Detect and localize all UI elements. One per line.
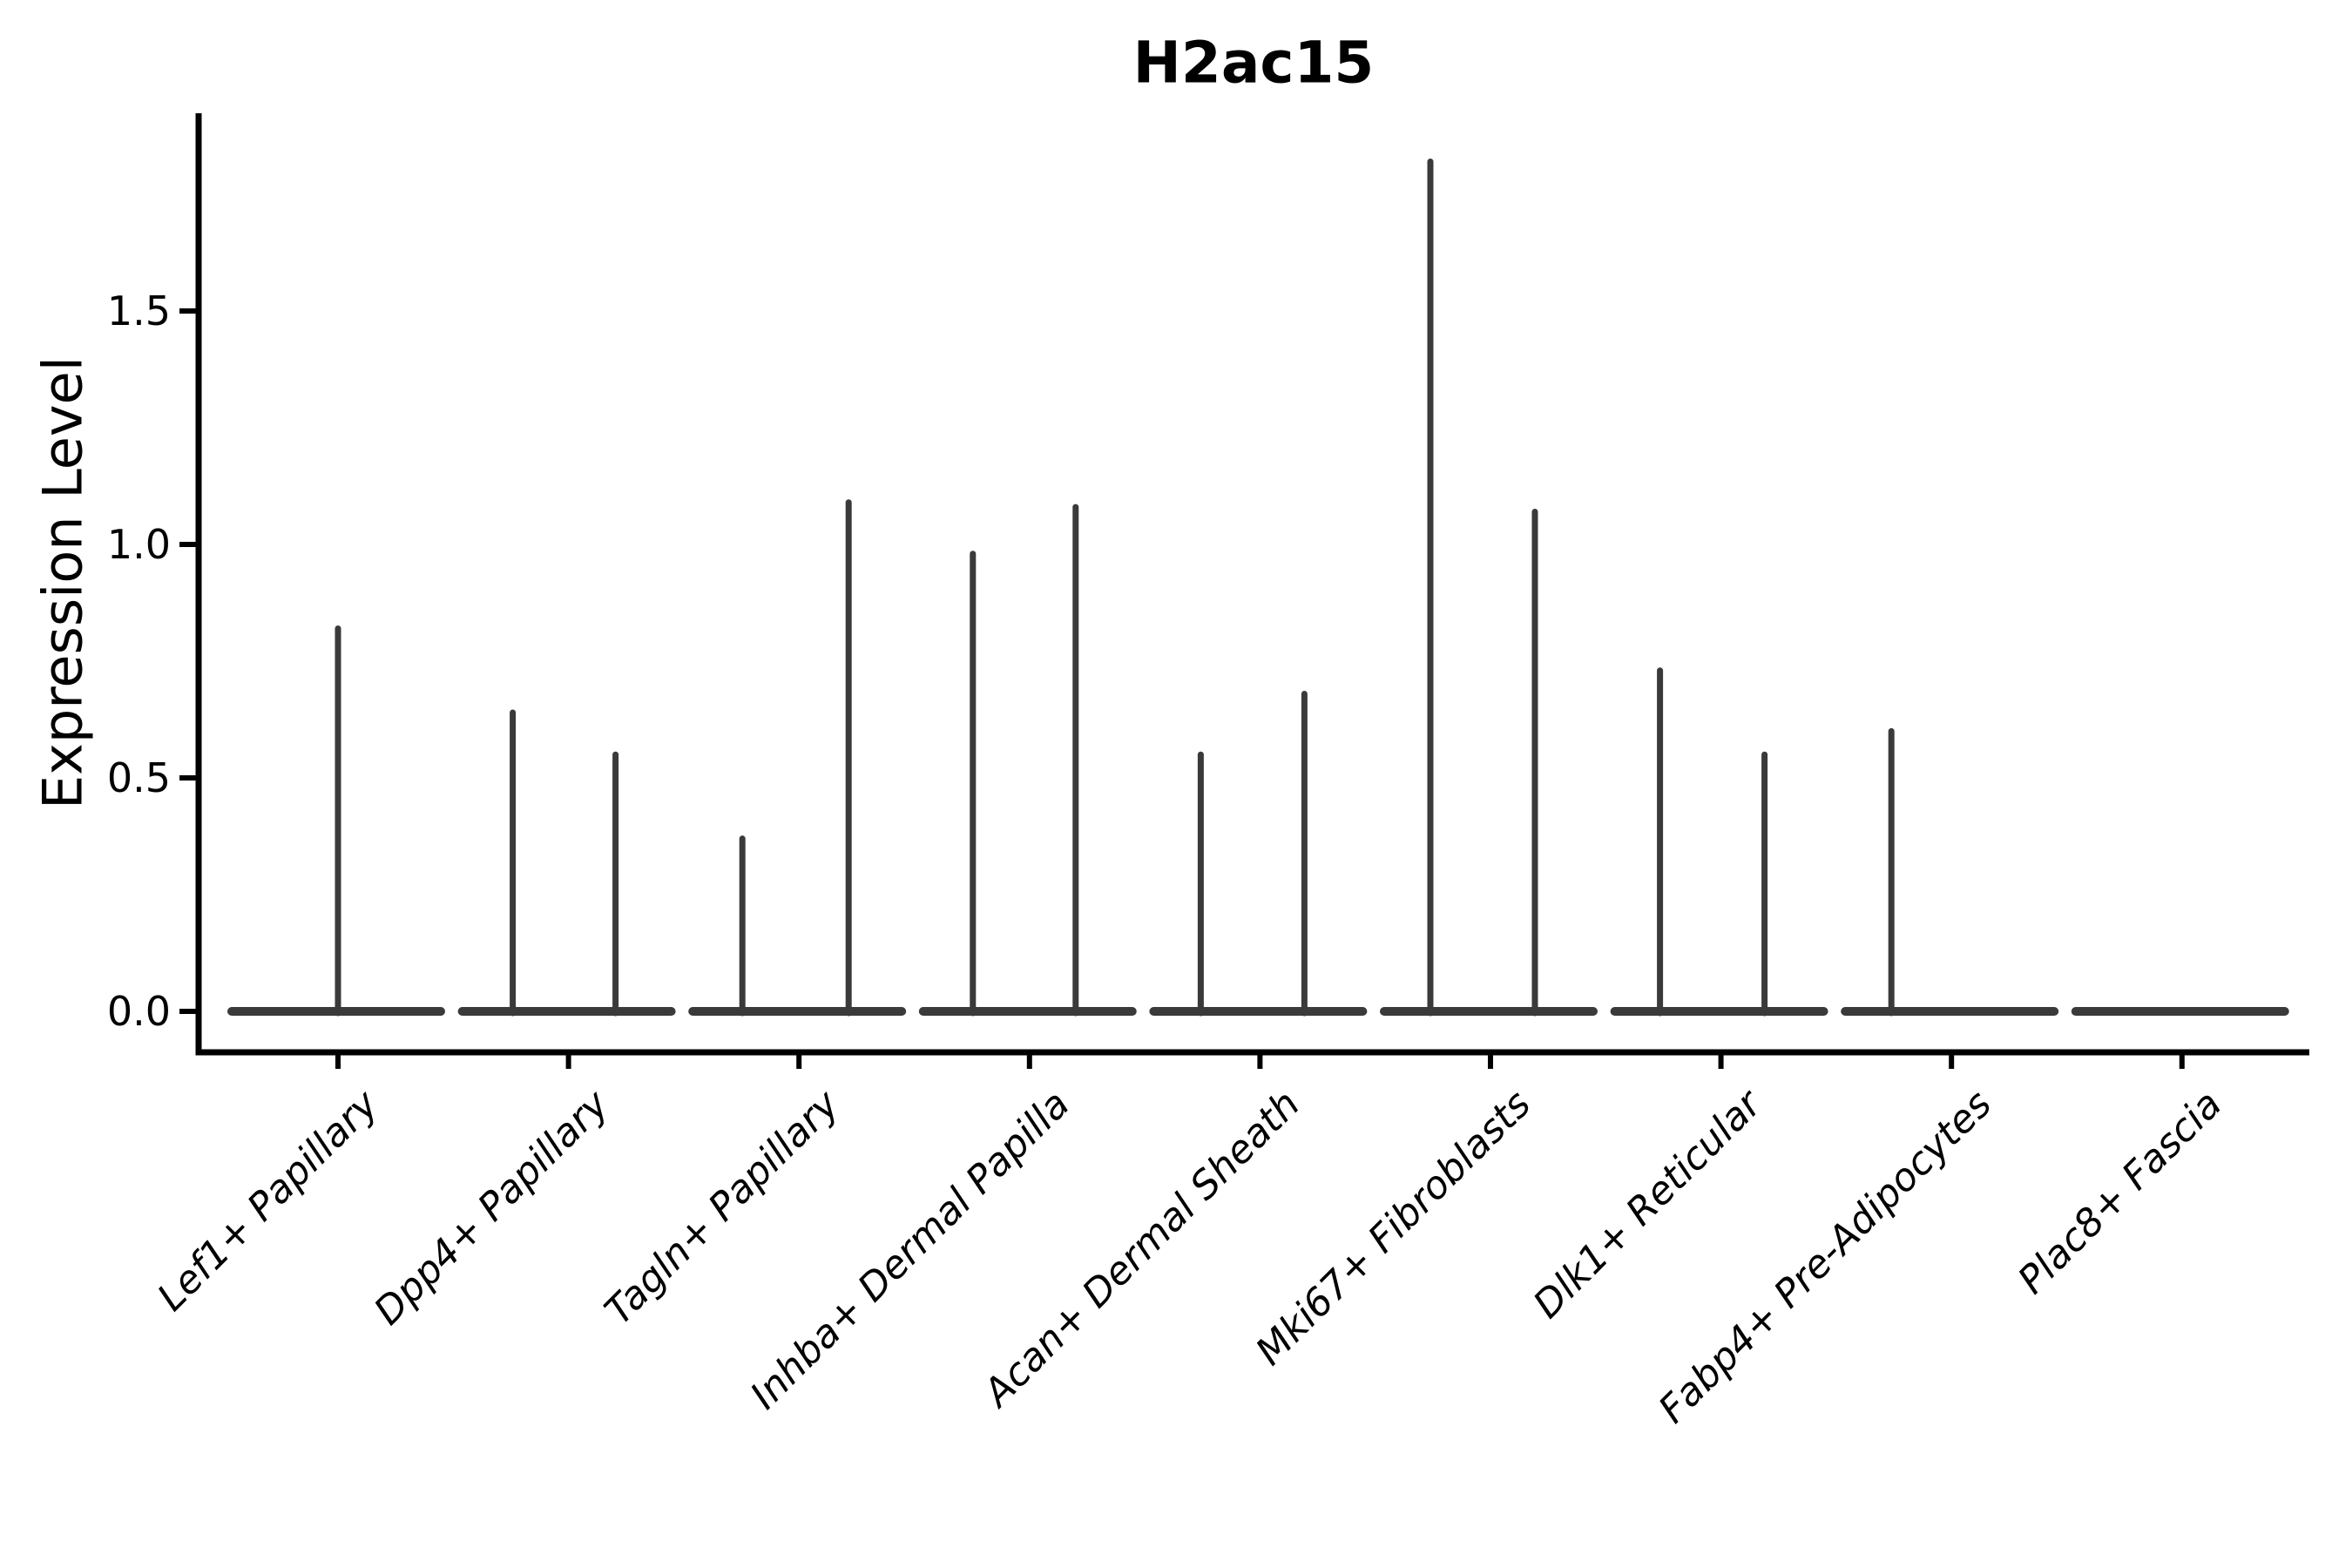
y-tick-label: 1.5 — [106, 287, 171, 335]
y-tick-label: 0.0 — [106, 988, 171, 1035]
y-tick-label: 0.5 — [106, 754, 171, 801]
y-tick-label: 1.0 — [106, 521, 171, 568]
chart-title: H2ac15 — [1132, 29, 1375, 97]
y-axis-label: Expression Level — [30, 356, 95, 809]
